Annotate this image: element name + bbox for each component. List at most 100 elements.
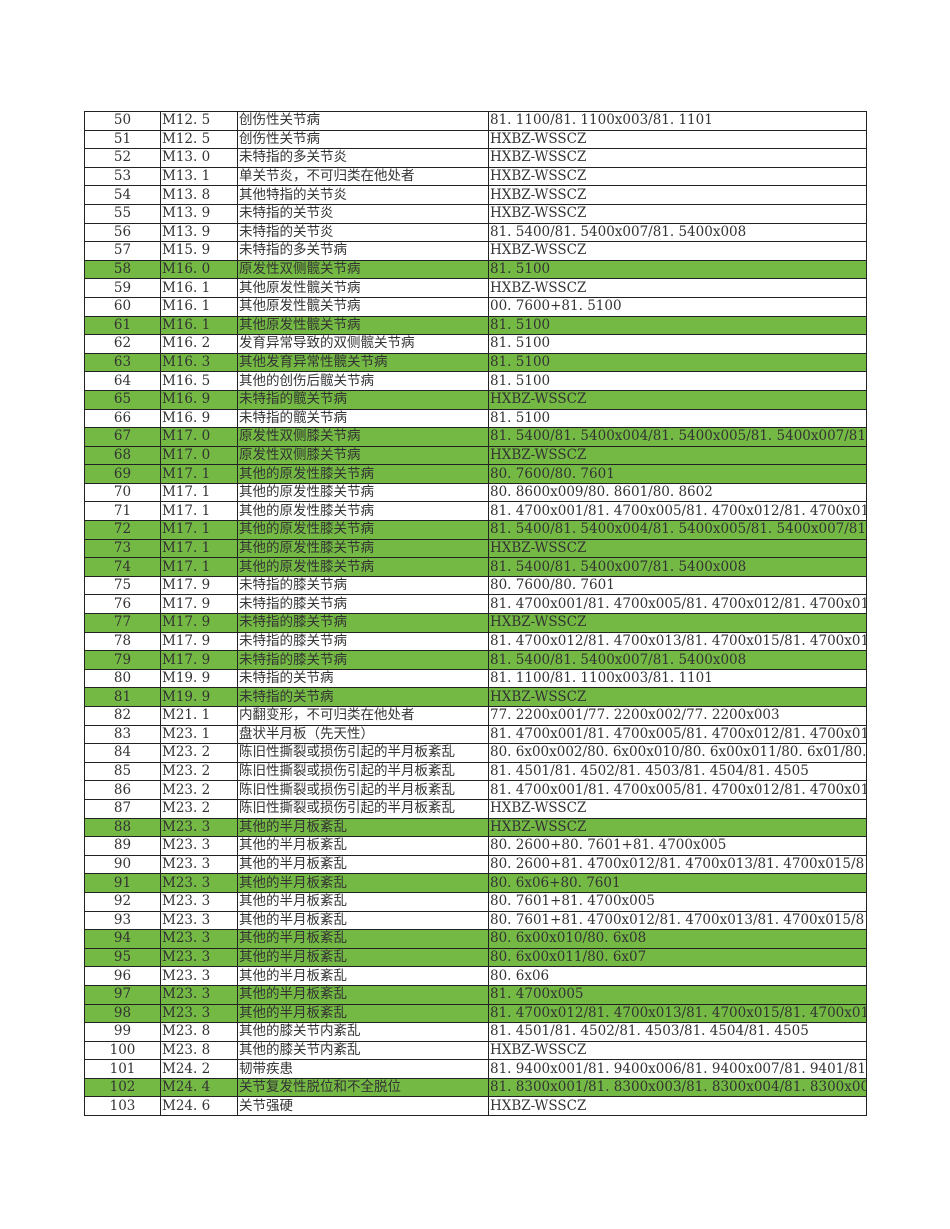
table-row: 69 M17. 1 其他的原发性膝关节病 80. 7600/80. 7601 (84, 464, 867, 484)
table-row: 102 M24. 4 关节复发性脱位和不全脱位 81. 8300x001/81. 83… (84, 1077, 867, 1098)
row-number-cell: 66 (84, 408, 161, 429)
diagnosis-code-cell: M23. 8 (160, 1022, 238, 1042)
row-number-cell: 82 (84, 706, 161, 726)
row-number-cell: 58 (84, 259, 161, 280)
table-row: 75 M17. 9 未特指的膝关节病 80. 7600/80. 7601 (84, 575, 867, 596)
diagnosis-name-cell: 其他的半月板紊乱 (237, 891, 489, 912)
row-number-cell: 80 (84, 668, 161, 689)
table-row: 68 M17. 0 原发性双侧膝关节病 HXBZ-WSSCZ (84, 445, 867, 466)
table-row: 55 M13. 9 未特指的关节炎 HXBZ-WSSCZ (84, 203, 867, 224)
diagnosis-name-cell: 创伤性关节病 (237, 129, 489, 150)
diagnosis-name-cell: 未特指的多关节炎 (237, 148, 489, 168)
diagnosis-code-cell: M23. 3 (160, 891, 238, 912)
table-row: 81 M19. 9 未特指的关节病 HXBZ-WSSCZ (84, 687, 867, 707)
table-row: 89 M23. 3 其他的半月板紊乱 80. 2600+80. 7601+81. 47… (84, 836, 867, 856)
diagnosis-code-cell: M17. 0 (160, 445, 238, 466)
diagnosis-name-cell: 单关节炎，不可归类在他处者 (237, 166, 489, 187)
table-row: 79 M17. 9 未特指的膝关节病 81. 5400/81. 5400x007/81… (84, 650, 867, 670)
row-number-cell: 92 (84, 891, 161, 912)
table-row: 58 M16. 0 原发性双侧髋关节病 81. 5100 (84, 259, 867, 280)
row-number-cell: 98 (84, 1003, 161, 1024)
table-row: 77 M17. 9 未特指的膝关节病 HXBZ-WSSCZ (84, 613, 867, 633)
diagnosis-code-cell: M23. 8 (160, 1040, 238, 1061)
procedure-codes-cell: 81. 4700x001/81. 4700x005/81. 4700x012/8… (488, 724, 867, 745)
procedure-codes-cell: 81. 5100 (488, 259, 867, 280)
diagnosis-code-cell: M17. 1 (160, 482, 238, 503)
row-number-cell: 54 (84, 185, 161, 205)
diagnosis-code-cell: M24. 2 (160, 1059, 238, 1079)
diagnosis-code-cell: M23. 2 (160, 798, 238, 819)
diagnosis-code-cell: M17. 9 (160, 575, 238, 596)
diagnosis-code-cell: M23. 2 (160, 761, 238, 782)
diagnosis-code-cell: M19. 9 (160, 668, 238, 689)
table-row: 50 M12. 5 创伤性关节病 81. 1100/81. 1100x003/81. … (84, 111, 867, 131)
procedure-codes-cell: 80. 6x06+80. 7601 (488, 873, 867, 893)
procedure-codes-cell: HXBZ-WSSCZ (488, 278, 867, 298)
procedure-codes-cell: HXBZ-WSSCZ (488, 445, 867, 466)
procedure-codes-cell: 81. 5100 (488, 408, 867, 429)
diagnosis-name-cell: 陈旧性撕裂或损伤引起的半月板紊乱 (237, 798, 489, 819)
diagnosis-code-cell: M23. 1 (160, 724, 238, 745)
row-number-cell: 61 (84, 315, 161, 336)
procedure-codes-cell: 81. 4700x005 (488, 984, 867, 1005)
diagnosis-name-cell: 其他的膝关节内紊乱 (237, 1040, 489, 1061)
row-number-cell: 72 (84, 520, 161, 540)
row-number-cell: 99 (84, 1022, 161, 1042)
table-row: 99 M23. 8 其他的膝关节内紊乱 81. 4501/81. 4502/81. 4… (84, 1022, 867, 1042)
row-number-cell: 60 (84, 296, 161, 317)
table-row: 97 M23. 3 其他的半月板紊乱 81. 4700x005 (84, 984, 867, 1005)
procedure-codes-cell: 81. 4700x012/81. 4700x013/81. 4700x015/8… (488, 631, 867, 652)
diagnosis-code-cell: M24. 4 (160, 1077, 238, 1098)
table-row: 66 M16. 9 未特指的髋关节病 81. 5100 (84, 408, 867, 429)
diagnosis-name-cell: 其他的半月板紊乱 (237, 1003, 489, 1024)
diagnosis-code-cell: M23. 3 (160, 966, 238, 986)
diagnosis-name-cell: 未特指的膝关节病 (237, 631, 489, 652)
diagnosis-code-cell: M16. 1 (160, 296, 238, 317)
diagnosis-code-cell: M17. 9 (160, 594, 238, 615)
procedure-codes-cell: 81. 1100/81. 1100x003/81. 1101 (488, 111, 867, 131)
diagnosis-code-cell: M23. 3 (160, 1003, 238, 1024)
procedure-codes-cell: HXBZ-WSSCZ (488, 389, 867, 410)
table-row: 52 M13. 0 未特指的多关节炎 HXBZ-WSSCZ (84, 148, 867, 168)
table-row: 82 M21. 1 内翻变形，不可归类在他处者 77. 2200x001/77. 22… (84, 706, 867, 726)
diagnosis-name-cell: 发育异常导致的双侧髋关节病 (237, 334, 489, 354)
table-row: 91 M23. 3 其他的半月板紊乱 80. 6x06+80. 7601 (84, 873, 867, 893)
diagnosis-name-cell: 未特指的髋关节病 (237, 389, 489, 410)
row-number-cell: 77 (84, 613, 161, 633)
diagnosis-name-cell: 陈旧性撕裂或损伤引起的半月板紊乱 (237, 761, 489, 782)
diagnosis-name-cell: 其他的半月板紊乱 (237, 817, 489, 838)
row-number-cell: 83 (84, 724, 161, 745)
procedure-codes-cell: 80. 6x00x010/80. 6x08 (488, 929, 867, 949)
diagnosis-name-cell: 原发性双侧膝关节病 (237, 427, 489, 447)
diagnosis-name-cell: 关节强硬 (237, 1096, 489, 1117)
diagnosis-code-cell: M23. 2 (160, 780, 238, 800)
table-row: 70 M17. 1 其他的原发性膝关节病 80. 8600x009/80. 8601/… (84, 482, 867, 503)
diagnosis-code-cell: M13. 0 (160, 148, 238, 168)
diagnosis-code-cell: M17. 1 (160, 464, 238, 484)
row-number-cell: 90 (84, 854, 161, 875)
row-number-cell: 67 (84, 427, 161, 447)
row-number-cell: 71 (84, 501, 161, 522)
row-number-cell: 64 (84, 371, 161, 391)
diagnosis-name-cell: 其他特指的关节炎 (237, 185, 489, 205)
procedure-codes-cell: 81. 4501/81. 4502/81. 4503/81. 4504/81. … (488, 1022, 867, 1042)
diagnosis-code-cell: M17. 9 (160, 650, 238, 670)
procedure-codes-cell: 81. 5100 (488, 371, 867, 391)
diagnosis-name-cell: 其他的半月板紊乱 (237, 947, 489, 968)
row-number-cell: 55 (84, 203, 161, 224)
procedure-codes-cell: HXBZ-WSSCZ (488, 203, 867, 224)
table-row: 73 M17. 1 其他的原发性膝关节病 HXBZ-WSSCZ (84, 538, 867, 559)
row-number-cell: 79 (84, 650, 161, 670)
row-number-cell: 56 (84, 222, 161, 243)
row-number-cell: 53 (84, 166, 161, 187)
diagnosis-name-cell: 其他的半月板紊乱 (237, 910, 489, 931)
table-row: 72 M17. 1 其他的原发性膝关节病 81. 5400/81. 5400x004/… (84, 520, 867, 540)
diagnosis-code-cell: M17. 9 (160, 613, 238, 633)
row-number-cell: 63 (84, 352, 161, 373)
row-number-cell: 74 (84, 557, 161, 577)
table-row: 84 M23. 2 陈旧性撕裂或损伤引起的半月板紊乱 80. 6x00x002/80.… (84, 743, 867, 763)
diagnosis-name-cell: 其他的原发性膝关节病 (237, 464, 489, 484)
diagnosis-code-cell: M13. 9 (160, 222, 238, 243)
diagnosis-code-cell: M17. 1 (160, 538, 238, 559)
procedure-codes-cell: 81. 5400/81. 5400x004/81. 5400x005/81. 5… (488, 427, 867, 447)
